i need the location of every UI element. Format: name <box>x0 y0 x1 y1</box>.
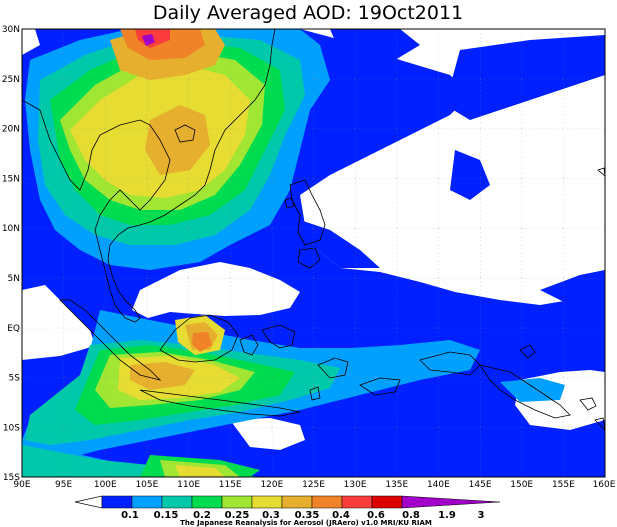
colorbar-label: 0.15 <box>154 510 179 521</box>
x-tick-label: 115E <box>219 480 242 490</box>
colorbar: 0.1 0.15 0.2 0.25 0.3 0.35 0.4 0.6 0.8 1… <box>74 495 501 521</box>
colorbar-swatch <box>131 495 163 509</box>
colorbar-label: 0.35 <box>295 510 320 521</box>
colorbar-label: 0.6 <box>367 510 385 521</box>
colorbar-left-arrow <box>74 495 103 509</box>
plot-frame <box>21 28 606 478</box>
x-tick-label: 145E <box>469 480 492 490</box>
y-tick-label: 5N <box>8 274 20 284</box>
y-tick-label: 10N <box>2 224 20 234</box>
colorbar-swatch <box>281 495 313 509</box>
colorbar-label: 1.9 <box>438 510 456 521</box>
x-tick-label: 135E <box>385 480 408 490</box>
colorbar-swatch <box>221 495 253 509</box>
x-tick-label: 105E <box>135 480 158 490</box>
colorbar-swatch <box>191 495 223 509</box>
x-tick-label: 120E <box>260 480 283 490</box>
colorbar-label: 0.4 <box>332 510 350 521</box>
colorbar-right-arrow <box>401 495 501 509</box>
x-tick-label: 95E <box>55 480 72 490</box>
x-axis-labels: 90E 95E 100E 105E 110E 115E 120E 125E 13… <box>13 480 615 490</box>
colorbar-swatch <box>251 495 283 509</box>
x-tick-label: 155E <box>552 480 575 490</box>
y-tick-label: 30N <box>2 25 20 35</box>
grid-lines <box>22 29 605 477</box>
x-tick-label: 100E <box>94 480 117 490</box>
colorbar-label: 0.2 <box>193 510 211 521</box>
y-tick-label: 5S <box>9 374 21 384</box>
x-tick-label: 90E <box>13 480 30 490</box>
x-tick-label: 125E <box>302 480 325 490</box>
y-tick-label: 15N <box>2 174 20 184</box>
x-tick-label: 140E <box>427 480 450 490</box>
x-tick-label: 130E <box>344 480 367 490</box>
x-tick-label: 160E <box>593 480 616 490</box>
colorbar-label: 0.3 <box>262 510 280 521</box>
colorbar-label: 3 <box>478 510 485 521</box>
y-tick-label: 15S <box>3 473 20 483</box>
colorbar-swatch <box>311 495 343 509</box>
colorbar-label: 0.8 <box>402 510 420 521</box>
map-title: Daily Averaged AOD: 19Oct2011 <box>153 2 463 24</box>
colorbar-swatch <box>341 495 373 509</box>
colorbar-swatch <box>161 495 193 509</box>
y-tick-label: 20N <box>2 125 20 135</box>
x-tick-label: 110E <box>177 480 200 490</box>
x-tick-label: 150E <box>510 480 533 490</box>
y-tick-label: 25N <box>2 75 20 85</box>
y-axis-labels: 30N 25N 20N 15N 10N 5N EQ 5S 10S 15S <box>2 25 20 483</box>
y-tick-label: EQ <box>7 324 20 334</box>
aod-map-plot <box>22 29 605 477</box>
credit-text: The Japanese Reanalysis for Aerosol (JRA… <box>180 519 432 527</box>
colorbar-swatch <box>101 495 133 509</box>
colorbar-swatch <box>371 495 403 509</box>
colorbar-label: 0.25 <box>225 510 250 521</box>
y-tick-label: 10S <box>3 423 20 433</box>
colorbar-label: 0.1 <box>121 510 139 521</box>
